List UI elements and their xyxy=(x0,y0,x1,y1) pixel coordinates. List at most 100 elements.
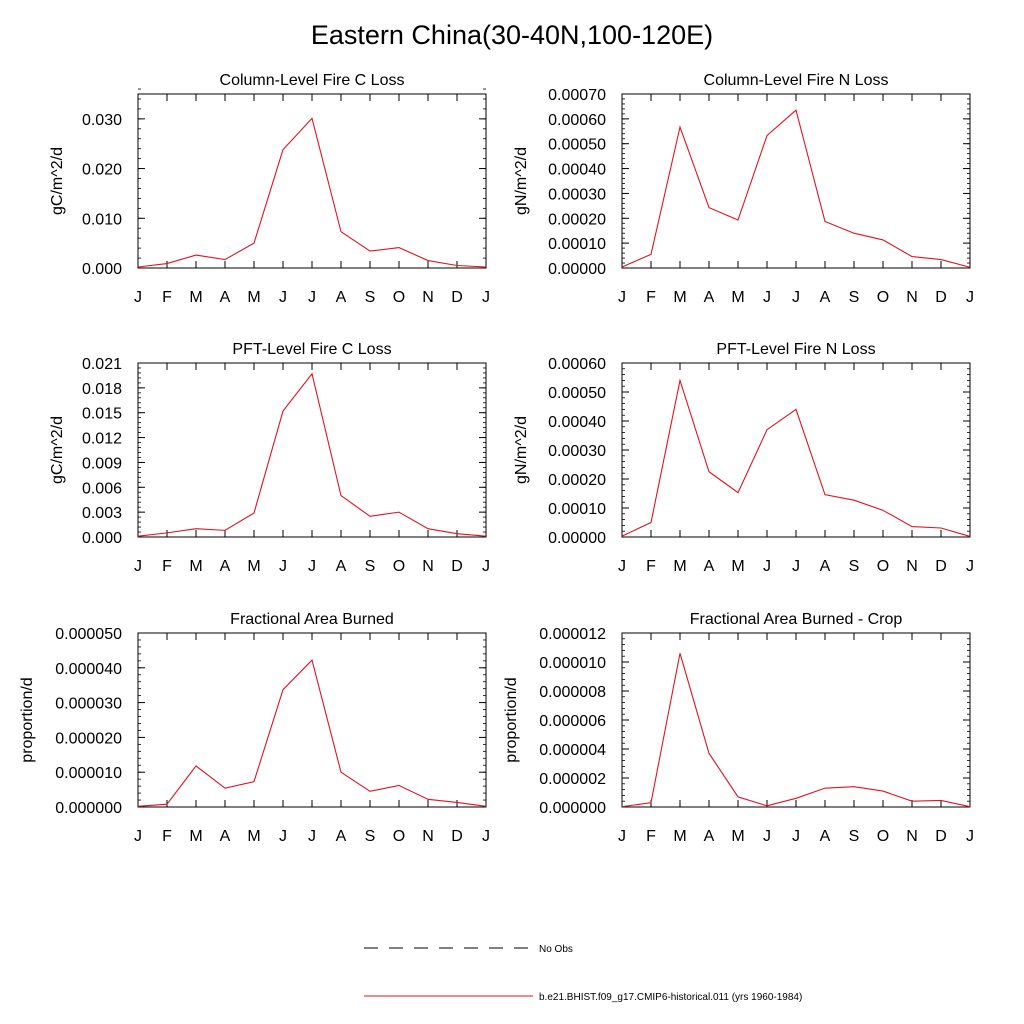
panel-6: Fractional Area Burned - Crop proportion/… xyxy=(503,611,974,845)
x-tick-label: J xyxy=(966,828,974,845)
y-tick-label: 0.018 xyxy=(82,381,122,398)
x-tick-label: S xyxy=(365,828,376,845)
x-tick-label: A xyxy=(704,558,715,575)
y-tick-label: 0.021 xyxy=(82,356,122,373)
x-tick-label: M xyxy=(731,289,744,306)
series-line xyxy=(621,653,971,808)
panel-title: Column-Level Fire C Loss xyxy=(220,72,405,89)
x-tick-label: D xyxy=(935,828,947,845)
y-tick-label: 0.000006 xyxy=(539,713,606,730)
x-tick-label: O xyxy=(877,828,889,845)
panel-title: Fractional Area Burned xyxy=(230,611,394,628)
x-tick-label: S xyxy=(849,828,860,845)
x-tick-label: J xyxy=(308,828,316,845)
plot-frame xyxy=(621,362,971,538)
y-axis-label: proportion/d xyxy=(503,677,520,762)
x-tick-label: F xyxy=(646,828,656,845)
legend-label-no-obs: No Obs xyxy=(539,944,573,955)
y-tick-label: 0.020 xyxy=(82,162,122,179)
x-tick-label: A xyxy=(336,558,347,575)
x-tick-label: D xyxy=(451,289,463,306)
x-tick-label: J xyxy=(482,828,490,845)
y-tick-label: 0.009 xyxy=(82,455,122,472)
plot-frame xyxy=(621,93,971,269)
y-tick-label: 0.00020 xyxy=(548,472,606,489)
x-tick-label: J xyxy=(134,289,142,306)
y-axis-label: gC/m^2/d xyxy=(49,416,66,484)
panel-title: PFT-Level Fire C Loss xyxy=(232,341,391,358)
x-tick-label: M xyxy=(731,558,744,575)
y-tick-label: 0.00040 xyxy=(548,162,606,179)
panel-title: Fractional Area Burned - Crop xyxy=(690,611,903,628)
x-tick-label: F xyxy=(162,289,172,306)
x-tick-label: A xyxy=(220,558,231,575)
y-tick-label: 0.015 xyxy=(82,406,122,423)
x-tick-label: N xyxy=(906,558,918,575)
plot-frame xyxy=(137,632,487,808)
x-tick-label: A xyxy=(336,289,347,306)
x-tick-label: M xyxy=(247,289,260,306)
x-tick-label: M xyxy=(189,558,202,575)
x-tick-label: N xyxy=(422,289,434,306)
x-tick-label: D xyxy=(935,289,947,306)
series-line xyxy=(621,378,971,537)
y-axis-label: gN/m^2/d xyxy=(513,416,530,484)
x-tick-label: J xyxy=(618,289,626,306)
legend-label-model: b.e21.BHIST.f09_g17.CMIP6-historical.011… xyxy=(539,992,802,1003)
x-tick-label: S xyxy=(849,289,860,306)
legend: No Obs b.e21.BHIST.f09_g17.CMIP6-historic… xyxy=(364,944,802,1003)
y-tick-label: 0.000040 xyxy=(55,661,122,678)
panel-5: Fractional Area Burned proportion/d 0.0000… xyxy=(19,611,490,845)
x-tick-label: A xyxy=(820,828,831,845)
y-tick-label: 0.000004 xyxy=(539,742,606,759)
y-tick-label: 0.000008 xyxy=(539,684,606,701)
x-tick-label: S xyxy=(365,558,376,575)
plot-frame xyxy=(137,362,487,538)
y-tick-label: 0.030 xyxy=(82,112,122,129)
y-tick-label: 0.00030 xyxy=(548,443,606,460)
y-tick-label: 0.000002 xyxy=(539,771,606,788)
x-tick-label: J xyxy=(618,828,626,845)
x-tick-label: J xyxy=(763,289,771,306)
y-tick-label: 0.000000 xyxy=(55,800,122,817)
y-axis-label: proportion/d xyxy=(19,677,36,762)
x-tick-label: J xyxy=(966,558,974,575)
x-tick-label: A xyxy=(704,289,715,306)
x-tick-label: D xyxy=(935,558,947,575)
x-tick-label: M xyxy=(247,558,260,575)
x-tick-label: M xyxy=(673,289,686,306)
y-axis-label: gC/m^2/d xyxy=(49,147,66,215)
x-tick-label: F xyxy=(646,289,656,306)
y-tick-label: 0.000010 xyxy=(539,655,606,672)
x-tick-label: J xyxy=(279,558,287,575)
y-tick-label: 0.00050 xyxy=(548,137,606,154)
y-tick-label: 0.00060 xyxy=(548,112,606,129)
x-tick-label: A xyxy=(336,828,347,845)
y-tick-label: 0.000030 xyxy=(55,696,122,713)
series-line xyxy=(137,372,487,537)
x-tick-label: J xyxy=(792,558,800,575)
x-tick-label: J xyxy=(134,828,142,845)
x-tick-label: A xyxy=(220,828,231,845)
x-tick-label: D xyxy=(451,558,463,575)
x-tick-label: S xyxy=(849,558,860,575)
x-tick-label: S xyxy=(365,289,376,306)
series-line xyxy=(137,659,487,807)
x-tick-label: J xyxy=(308,558,316,575)
x-tick-label: J xyxy=(279,828,287,845)
y-tick-label: 0.010 xyxy=(82,211,122,228)
x-tick-label: N xyxy=(422,558,434,575)
y-tick-label: 0.000020 xyxy=(55,730,122,747)
y-tick-label: 0.012 xyxy=(82,431,122,448)
x-tick-label: M xyxy=(189,289,202,306)
x-tick-label: D xyxy=(451,828,463,845)
x-tick-label: O xyxy=(393,828,405,845)
series-line xyxy=(137,117,487,268)
y-tick-label: 0.00070 xyxy=(548,87,606,104)
x-tick-label: J xyxy=(792,289,800,306)
x-tick-label: J xyxy=(966,289,974,306)
y-tick-label: 0.000010 xyxy=(55,765,122,782)
y-tick-label: 0.000000 xyxy=(539,800,606,817)
x-tick-label: O xyxy=(877,558,889,575)
